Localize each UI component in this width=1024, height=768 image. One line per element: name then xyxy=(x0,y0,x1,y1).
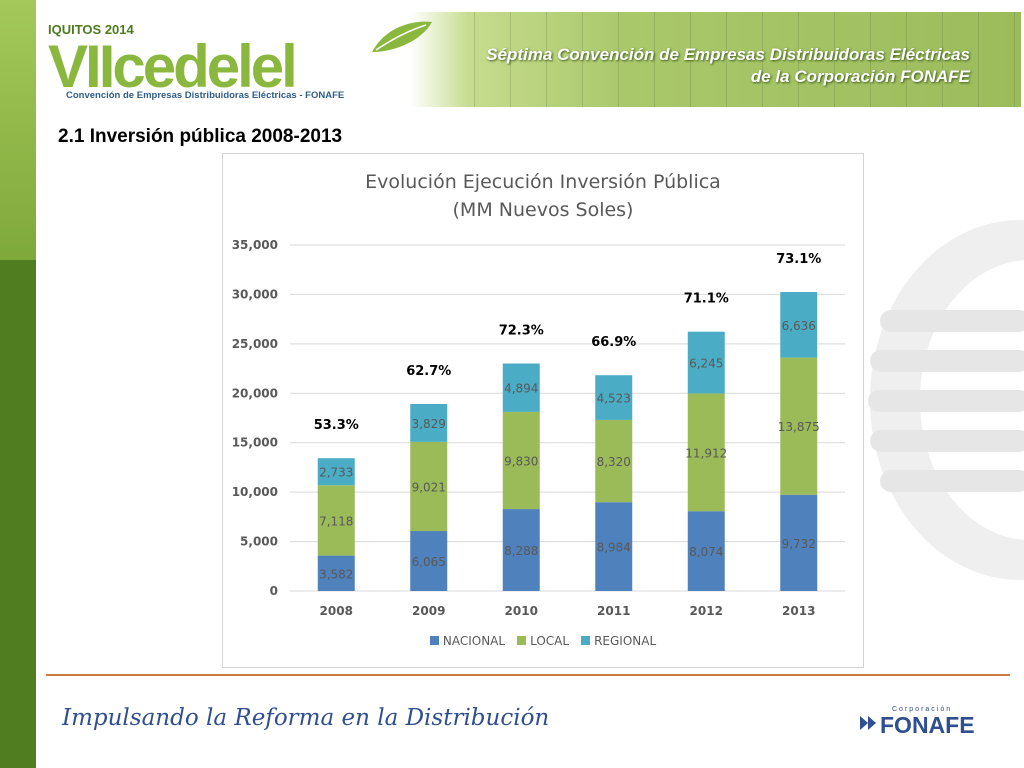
leaf-icon xyxy=(372,21,432,52)
x-tick-label: 2009 xyxy=(412,604,445,618)
y-tick-label: 30,000 xyxy=(232,287,278,301)
bar-value-label: 4,523 xyxy=(597,392,631,406)
bar-value-label: 8,074 xyxy=(689,545,723,559)
bar-value-label: 7,118 xyxy=(319,514,353,528)
chart-title-line1: Evolución Ejecución Inversión Pública xyxy=(365,171,721,193)
footer-divider xyxy=(46,674,1010,676)
header-banner xyxy=(36,12,1021,107)
fonafe-wordmark: FONAFE xyxy=(880,712,975,738)
bar-segment-local xyxy=(317,485,355,556)
bar-total-percent-label: 71.1% xyxy=(684,292,729,307)
bar-value-label: 2,733 xyxy=(319,466,353,480)
bar-value-label: 4,894 xyxy=(504,382,538,396)
legend-swatch xyxy=(517,636,527,645)
bar-total-percent-label: 62.7% xyxy=(406,364,451,379)
bar-segment-local xyxy=(502,411,540,510)
y-tick-label: 35,000 xyxy=(232,238,278,252)
bar-value-label: 9,732 xyxy=(782,537,816,551)
left-accent-bar-light xyxy=(0,0,36,260)
y-tick-label: 20,000 xyxy=(232,386,278,400)
bar-segment-regional xyxy=(317,458,355,486)
bar-segment-regional xyxy=(595,375,633,420)
fonafe-arrow-icon xyxy=(860,716,876,730)
bar-segment-nacional xyxy=(595,502,633,591)
logo-wordmark: VIIcedelel xyxy=(48,33,298,100)
bar-segment-local xyxy=(687,393,725,512)
decorative-sphere-graphic xyxy=(868,220,1024,580)
x-tick-label: 2010 xyxy=(505,604,538,618)
fonafe-logo: Corporación FONAFE xyxy=(858,706,988,738)
footer-tagline: Impulsando la Reforma en la Distribución xyxy=(62,705,550,731)
bar-segment-regional xyxy=(687,331,725,394)
chart-plot: 0 5,000 10,000 15,000 20,000 25,000 30,000 35,0… xyxy=(232,238,845,618)
bar-value-label: 8,288 xyxy=(504,544,538,558)
y-tick-label: 0 xyxy=(270,584,278,598)
bar-segment-local xyxy=(595,419,633,503)
chart-title: Evolución Ejecución Inversión Pública (M… xyxy=(223,168,863,224)
bar-segment-local xyxy=(410,441,448,532)
y-tick-label: 25,000 xyxy=(232,337,278,351)
chart-title-line2: (MM Nuevos Soles) xyxy=(452,199,634,221)
x-tick-label: 2011 xyxy=(597,604,630,618)
legend-label: NACIONAL xyxy=(442,634,506,648)
legend-swatch xyxy=(429,636,439,645)
bar-value-label: 8,984 xyxy=(597,541,631,555)
logo-subtitle: Convención de Empresas Distribuidoras El… xyxy=(66,90,345,101)
legend-item-nacional: NACIONAL xyxy=(429,634,506,648)
chart-container: Evolución Ejecución Inversión Pública (M… xyxy=(222,153,864,668)
bar-segment-nacional xyxy=(502,509,540,591)
bar-segment-regional xyxy=(780,292,818,358)
bar-segment-local xyxy=(780,357,818,495)
bar-value-label: 6,636 xyxy=(782,319,816,333)
y-tick-label: 15,000 xyxy=(232,436,278,450)
bar-value-label: 6,245 xyxy=(689,357,723,371)
bar-value-label: 9,021 xyxy=(412,480,446,494)
event-logo: IQUITOS 2014 VIIcedelel Convención de Em… xyxy=(48,18,432,104)
bar-value-label: 8,320 xyxy=(597,455,631,469)
y-tick-label: 5,000 xyxy=(240,535,278,549)
legend-label: LOCAL xyxy=(530,634,570,648)
bar-segment-nacional xyxy=(687,511,725,591)
banner-title: Séptima Convención de Empresas Distribui… xyxy=(450,44,970,88)
logo-year: IQUITOS 2014 xyxy=(48,22,134,37)
y-tick-label: 10,000 xyxy=(232,485,278,499)
bar-segment-nacional xyxy=(317,555,355,591)
bar-value-label: 6,065 xyxy=(412,555,446,569)
legend-swatch xyxy=(581,636,591,645)
bar-segment-nacional xyxy=(410,531,448,591)
bar-total-percent-label: 72.3% xyxy=(499,324,544,339)
bar-value-label: 3,582 xyxy=(319,567,353,581)
x-tick-label: 2012 xyxy=(690,604,723,618)
bar-total-percent-label: 66.9% xyxy=(591,335,636,350)
chart-legend: NACIONAL LOCAL REGIONAL xyxy=(223,634,863,648)
bar-segment-regional xyxy=(410,404,448,442)
bar-value-label: 9,830 xyxy=(504,454,538,468)
x-tick-label: 2013 xyxy=(782,604,815,618)
banner-power-lines-image xyxy=(456,12,1021,107)
banner-title-line1: Séptima Convención de Empresas Distribui… xyxy=(486,45,970,64)
x-tick-label: 2008 xyxy=(320,604,353,618)
legend-label: REGIONAL xyxy=(594,634,657,648)
section-title: 2.1 Inversión pública 2008-2013 xyxy=(58,126,343,147)
banner-title-line2: de la Corporación FONAFE xyxy=(750,67,970,86)
bar-segment-regional xyxy=(502,363,540,412)
bar-total-percent-label: 73.1% xyxy=(776,252,821,267)
bar-value-label: 11,912 xyxy=(685,446,727,460)
bar-total-percent-label: 53.3% xyxy=(314,418,359,433)
legend-item-regional: REGIONAL xyxy=(581,634,656,648)
fonafe-corporacion-label: Corporación xyxy=(892,706,953,713)
bar-value-label: 3,829 xyxy=(412,417,446,431)
legend-item-local: LOCAL xyxy=(517,634,569,648)
bar-value-label: 13,875 xyxy=(778,420,820,434)
bar-segment-nacional xyxy=(780,494,818,591)
